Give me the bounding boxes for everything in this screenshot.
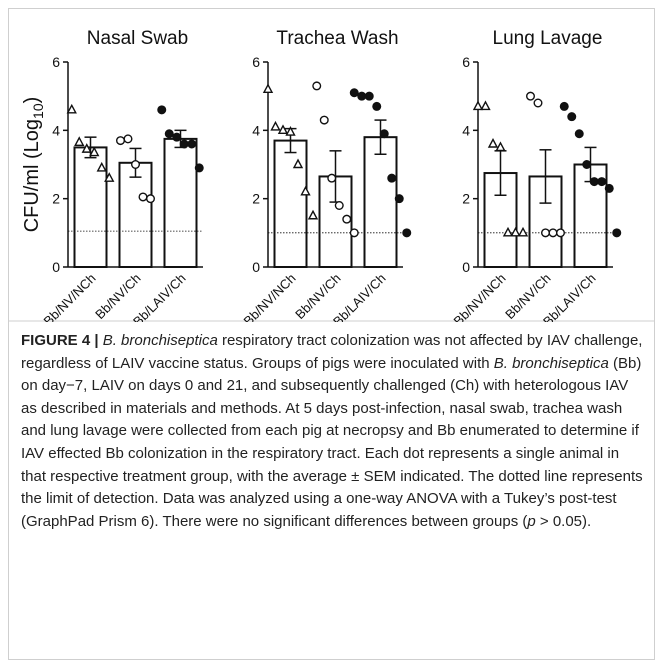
data-point [394,194,404,204]
data-point [130,159,140,169]
y-tick-label: 6 [462,54,470,70]
bar [273,139,308,268]
bar [163,137,198,268]
data-point [487,138,499,148]
data-point [567,112,577,122]
data-point [115,136,125,146]
data-point [495,141,506,152]
data-point [387,173,397,183]
data-point [262,83,274,94]
y-tick-label: 2 [252,191,260,207]
data-point [319,115,329,125]
bar [363,136,398,268]
y-tick-label: 2 [52,191,60,207]
y-axis-label-sub: 10 [30,103,46,119]
y-axis-label-end: ) [21,97,43,104]
data-point [312,81,322,91]
y-tick-label: 4 [462,122,470,138]
figure-frame [8,8,655,660]
caption-run: p [527,512,536,530]
data-point [300,185,311,196]
data-point [604,183,614,193]
data-point [357,91,367,101]
data-point [582,159,592,169]
data-point [145,194,155,204]
data-point [277,124,289,135]
data-point [510,226,521,237]
caption: FIGURE 4 | B. bronchiseptica respiratory… [21,330,643,533]
data-point [66,103,77,114]
data-point [342,214,352,224]
data-point [123,134,133,144]
data-point [402,228,412,238]
chart-title: Lung Lavage [493,28,603,49]
y-tick-label: 6 [52,54,60,70]
data-point [74,136,85,146]
y-tick-label: 2 [462,191,470,207]
caption-run: FIGURE 4 | [21,332,99,349]
data-point [559,101,569,111]
data-point [194,163,204,173]
data-point [187,139,197,149]
data-point [172,132,182,142]
data-point [179,139,189,149]
chart: Nasal Swab CFU/ml (Log10) 0 2 4 6 Bb/NV/NCh Bb/… [9,28,654,322]
data-point [502,226,514,237]
data-point [270,120,281,131]
data-point [157,105,167,115]
x-tick-label: Bb/NV/NCh [240,271,298,322]
y-axis-label: CFU/ml (Log10) [21,97,46,233]
caption-run: B. bronchiseptica [102,332,218,349]
data-point [541,228,551,238]
data-point [104,172,115,182]
data-point [612,228,622,238]
data-point [379,129,389,139]
data-point [349,228,359,238]
data-point [89,146,100,157]
data-point [533,98,543,108]
data-point [574,129,584,139]
data-point [472,100,484,111]
caption-run: B. bronchiseptica [493,354,609,372]
data-point [164,129,174,139]
data-point [96,161,107,172]
y-tick-label: 4 [52,122,60,138]
data-point [349,88,359,98]
y-tick-label: 0 [52,259,60,275]
data-point [526,91,536,101]
data-point [138,192,148,202]
y-axis-label-main: CFU/ml (Log [21,119,43,232]
data-point [364,91,374,101]
y-tick-label: 0 [252,259,260,275]
data-point [548,228,558,238]
x-tick-label: Bb/NV/NCh [40,271,98,322]
bar [118,161,153,269]
y-tick-label: 4 [252,122,260,138]
caption-run: (Bb) on day−7, LAIV on days 0 and 21, an… [21,354,643,530]
y-tick-label: 0 [462,259,470,275]
data-point [372,101,382,111]
data-point [334,200,344,210]
data-point [589,177,599,187]
data-point [327,173,337,183]
data-point [556,228,566,238]
caption-run: respiratory tract colonization was not a… [21,332,643,372]
data-point [285,126,296,136]
data-point [292,158,304,169]
data-point [597,177,607,187]
chart-title: Nasal Swab [87,28,188,49]
data-point [517,226,529,237]
y-tick-label: 6 [252,54,260,70]
x-tick-label: Bb/NV/NCh [450,271,508,322]
data-point [81,143,92,153]
caption-run: > 0.05). [535,512,592,530]
data-point [307,209,319,220]
chart-title: Trachea Wash [276,28,398,49]
data-point [480,100,491,111]
